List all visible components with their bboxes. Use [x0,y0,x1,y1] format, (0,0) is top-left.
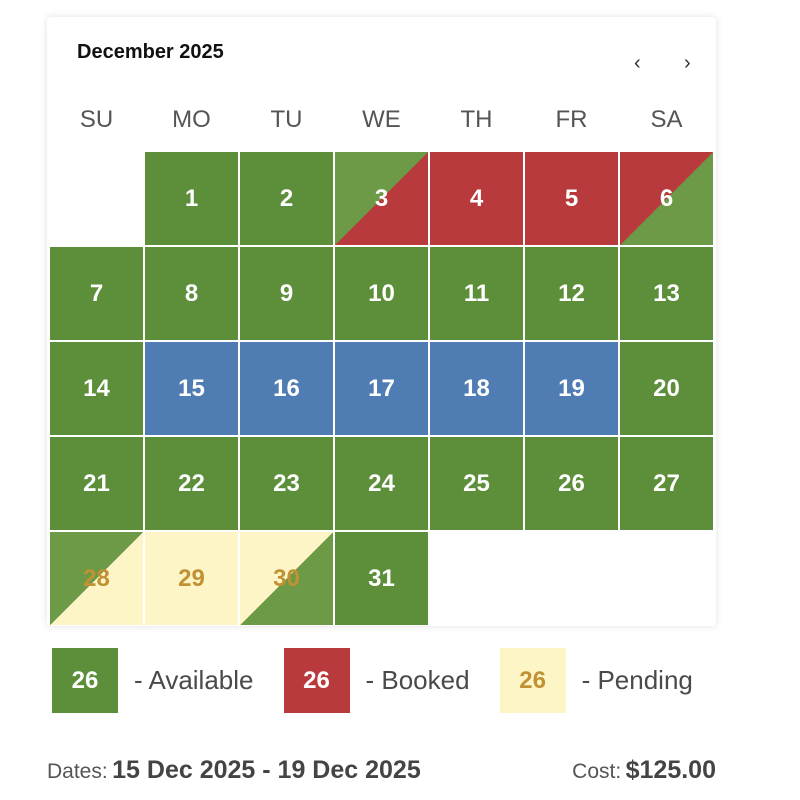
calendar-day-available[interactable]: 12 [525,247,618,340]
legend-label-pending: - Pending [581,665,693,695]
weekday-header-row: SU MO TU WE TH FR SA [50,106,713,134]
day-number: 24 [368,469,395,497]
day-number: 21 [83,469,110,497]
day-number: 27 [653,469,680,497]
calendar-day-available[interactable]: 1 [145,152,238,245]
empty-day-cell [50,152,143,245]
day-number: 20 [653,374,680,402]
calendar-day-pending[interactable]: 29 [145,532,238,625]
calendar-day-available[interactable]: 22 [145,437,238,530]
calendar-day-available[interactable]: 27 [620,437,713,530]
day-number: 3 [374,184,389,212]
calendar-day-selected[interactable]: 16 [240,342,333,435]
weekday-label: MO [172,106,211,133]
calendar-day-available[interactable]: 8 [145,247,238,340]
weekday-label: SA [650,106,683,133]
calendar-day-available[interactable]: 7 [50,247,143,340]
day-number: 25 [463,469,490,497]
calendar-day-booked[interactable]: 4 [430,152,523,245]
calendar-day-available[interactable]: 13 [620,247,713,340]
day-number: 12 [558,279,585,307]
weekday-label: TH [460,106,493,133]
calendar-day-available[interactable]: 25 [430,437,523,530]
weekday-label: WE [362,106,401,133]
dates-summary: Dates: 15 Dec 2025 - 19 Dec 2025 [47,756,421,785]
calendar-day-booked[interactable]: 5 [525,152,618,245]
day-number: 1 [184,184,199,212]
calendar-day-selected[interactable]: 18 [430,342,523,435]
day-number: 13 [653,279,680,307]
dates-label: Dates: [47,760,108,783]
calendar-day-available[interactable]: 21 [50,437,143,530]
day-number: 7 [89,279,104,307]
dates-value: 15 Dec 2025 - 19 Dec 2025 [112,756,421,784]
day-number: 9 [279,279,294,307]
day-number: 31 [368,564,395,592]
calendar-day-available[interactable]: 31 [335,532,428,625]
cost-summary: Cost: $125.00 [572,756,716,785]
day-number: 4 [469,184,484,212]
day-number: 22 [178,469,205,497]
day-number: 14 [83,374,110,402]
status-legend: 26 - Available 26 - Booked 26 - Pending [52,648,693,713]
calendar-day-available[interactable]: 20 [620,342,713,435]
previous-month-icon[interactable]: ‹ [634,52,641,74]
day-number: 10 [368,279,395,307]
weekday-label: TU [270,106,303,133]
booking-summary: Dates: 15 Dec 2025 - 19 Dec 2025 Cost: $… [47,756,716,785]
day-number: 5 [564,184,579,212]
calendar-day-selected[interactable]: 15 [145,342,238,435]
day-number: 29 [178,564,205,592]
calendar-day-split[interactable]: 28 [50,532,143,625]
day-number: 2 [279,184,294,212]
legend-label-available: - Available [134,665,254,695]
calendar-day-split[interactable]: 6 [620,152,713,245]
calendar-day-available[interactable]: 10 [335,247,428,340]
day-number: 28 [83,564,110,592]
calendar-month-title: December 2025 [77,41,224,63]
calendar-day-available[interactable]: 14 [50,342,143,435]
next-month-icon[interactable]: › [684,52,691,74]
weekday-label: SU [79,106,114,133]
calendar-day-grid: 1 2 3 4 5 6 7 8 9 10 11 12 13 14 15 16 17 18 19 20 21 22 23 24 2… [50,152,713,625]
calendar-day-available[interactable]: 2 [240,152,333,245]
day-number: 19 [558,374,585,402]
calendar-day-available[interactable]: 24 [335,437,428,530]
cost-value: $125.00 [625,756,716,784]
calendar-day-selected[interactable]: 17 [335,342,428,435]
day-number: 17 [368,374,395,402]
calendar-day-available[interactable]: 11 [430,247,523,340]
day-number: 8 [184,279,199,307]
calendar-day-split[interactable]: 30 [240,532,333,625]
calendar-day-available[interactable]: 26 [525,437,618,530]
day-number: 16 [273,374,300,402]
calendar-day-selected[interactable]: 19 [525,342,618,435]
day-number: 6 [659,184,674,212]
day-number: 18 [463,374,490,402]
legend-swatch-pending: 26 [499,648,566,713]
legend-label-booked: - Booked [365,665,470,695]
day-number: 26 [558,469,585,497]
day-number: 30 [273,564,300,592]
legend-swatch-available: 26 [52,648,118,713]
calendar-day-split[interactable]: 3 [335,152,428,245]
cost-label: Cost: [572,760,622,783]
day-number: 11 [463,279,490,307]
weekday-label: FR [555,106,588,133]
calendar-day-available[interactable]: 23 [240,437,333,530]
day-number: 23 [273,469,300,497]
day-number: 15 [178,374,205,402]
calendar-day-available[interactable]: 9 [240,247,333,340]
legend-swatch-booked: 26 [283,648,350,713]
